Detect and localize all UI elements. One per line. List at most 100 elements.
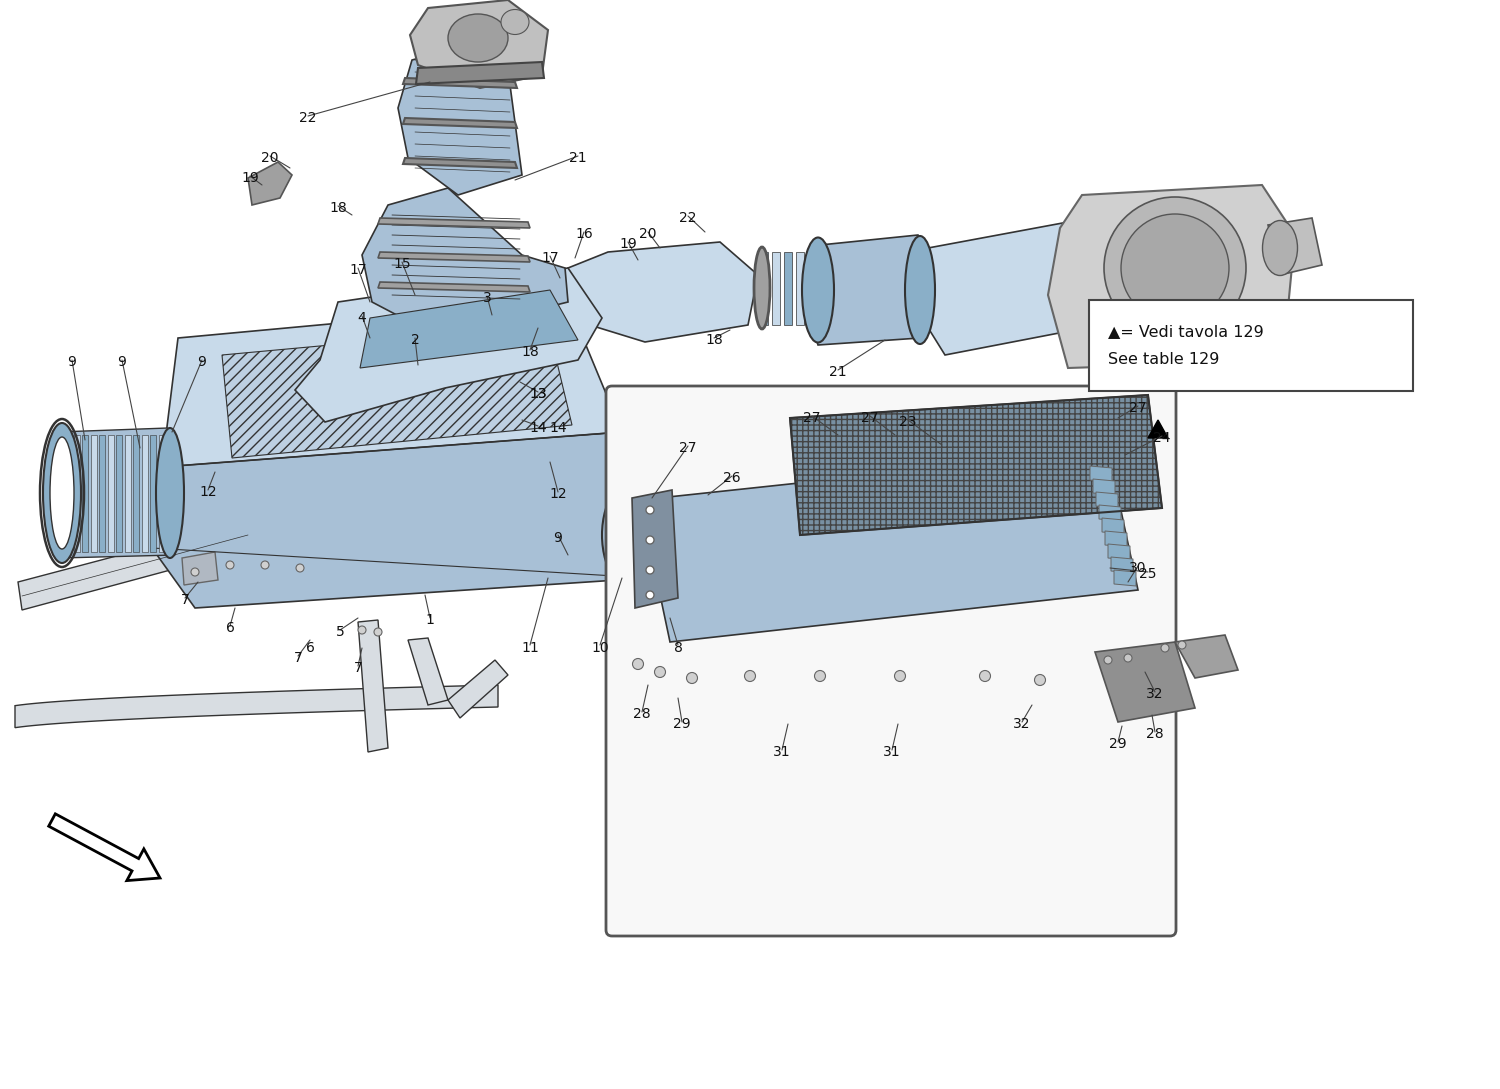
Polygon shape <box>1095 643 1196 722</box>
Polygon shape <box>222 325 572 458</box>
Text: 13: 13 <box>530 387 548 401</box>
FancyArrow shape <box>48 813 160 881</box>
Text: 9: 9 <box>198 355 207 369</box>
Ellipse shape <box>44 423 81 563</box>
Polygon shape <box>416 62 544 84</box>
Polygon shape <box>922 222 1098 355</box>
Text: 25: 25 <box>1140 567 1156 582</box>
Text: 22: 22 <box>680 211 696 225</box>
Polygon shape <box>404 118 517 129</box>
Text: 2: 2 <box>411 333 420 347</box>
Text: 21: 21 <box>830 365 848 379</box>
Polygon shape <box>698 492 703 578</box>
Polygon shape <box>1268 218 1322 276</box>
Polygon shape <box>652 492 658 578</box>
Text: 1: 1 <box>426 613 435 627</box>
Polygon shape <box>790 395 1162 535</box>
Text: See table 129: See table 129 <box>1108 353 1220 367</box>
Polygon shape <box>1112 556 1132 573</box>
Text: 3: 3 <box>483 291 492 305</box>
Polygon shape <box>760 252 768 325</box>
Polygon shape <box>358 620 388 752</box>
Text: 29: 29 <box>1108 737 1126 751</box>
Ellipse shape <box>1104 197 1246 339</box>
Text: 12: 12 <box>200 485 217 499</box>
Polygon shape <box>64 435 70 552</box>
Text: 7: 7 <box>180 594 189 607</box>
Polygon shape <box>134 435 140 552</box>
Polygon shape <box>398 45 522 195</box>
Text: 27: 27 <box>680 441 696 455</box>
Circle shape <box>654 666 666 677</box>
Circle shape <box>1178 641 1186 649</box>
Text: 19: 19 <box>242 171 260 185</box>
Ellipse shape <box>1263 220 1298 276</box>
Polygon shape <box>1148 420 1168 438</box>
Ellipse shape <box>501 10 530 35</box>
Polygon shape <box>632 490 678 608</box>
Polygon shape <box>408 638 448 705</box>
Polygon shape <box>1090 466 1112 482</box>
Circle shape <box>226 561 234 568</box>
Text: 18: 18 <box>705 333 723 347</box>
Circle shape <box>358 626 366 634</box>
Polygon shape <box>1108 544 1130 560</box>
Polygon shape <box>150 435 156 552</box>
Text: 19: 19 <box>620 237 638 250</box>
FancyBboxPatch shape <box>606 386 1176 937</box>
Text: 23: 23 <box>900 415 916 429</box>
Polygon shape <box>15 685 498 727</box>
Text: ▲= Vedi tavola 129: ▲= Vedi tavola 129 <box>1108 325 1263 340</box>
Polygon shape <box>18 522 252 610</box>
Circle shape <box>296 564 304 572</box>
Text: 9: 9 <box>554 531 562 544</box>
Polygon shape <box>688 492 694 578</box>
Polygon shape <box>74 435 80 552</box>
Circle shape <box>1124 654 1132 662</box>
Polygon shape <box>1174 635 1238 678</box>
Circle shape <box>190 568 200 576</box>
Polygon shape <box>124 435 130 552</box>
Text: 18: 18 <box>328 201 346 215</box>
Polygon shape <box>99 435 105 552</box>
Polygon shape <box>1094 479 1114 495</box>
Text: 17: 17 <box>542 250 560 265</box>
Ellipse shape <box>614 481 682 589</box>
Text: 22: 22 <box>298 111 316 125</box>
Circle shape <box>815 671 825 682</box>
Text: 29: 29 <box>674 717 692 731</box>
Text: 15: 15 <box>393 257 411 271</box>
Circle shape <box>1161 644 1168 652</box>
Polygon shape <box>410 0 548 88</box>
Polygon shape <box>116 435 122 552</box>
Polygon shape <box>360 290 578 368</box>
Text: 11: 11 <box>520 641 538 654</box>
Polygon shape <box>640 450 1138 643</box>
Ellipse shape <box>802 237 834 343</box>
Text: 32: 32 <box>1014 717 1031 731</box>
Polygon shape <box>716 492 722 578</box>
Circle shape <box>980 671 990 682</box>
Text: 17: 17 <box>350 264 368 277</box>
Circle shape <box>646 536 654 544</box>
Ellipse shape <box>904 236 934 344</box>
Text: 14: 14 <box>530 421 548 435</box>
Polygon shape <box>362 188 568 335</box>
Polygon shape <box>784 252 792 325</box>
Polygon shape <box>182 552 218 585</box>
Text: 21: 21 <box>568 151 586 166</box>
Polygon shape <box>706 492 712 578</box>
Text: 28: 28 <box>633 707 651 721</box>
Polygon shape <box>796 252 804 325</box>
Text: 31: 31 <box>884 745 902 759</box>
Polygon shape <box>378 218 530 228</box>
Text: 27: 27 <box>1130 401 1146 415</box>
Circle shape <box>646 591 654 599</box>
Circle shape <box>744 671 756 682</box>
Circle shape <box>1104 656 1112 664</box>
Text: 7: 7 <box>354 661 363 675</box>
Circle shape <box>687 673 698 684</box>
Circle shape <box>1035 674 1046 685</box>
Circle shape <box>633 659 644 670</box>
Text: 13: 13 <box>530 387 548 401</box>
